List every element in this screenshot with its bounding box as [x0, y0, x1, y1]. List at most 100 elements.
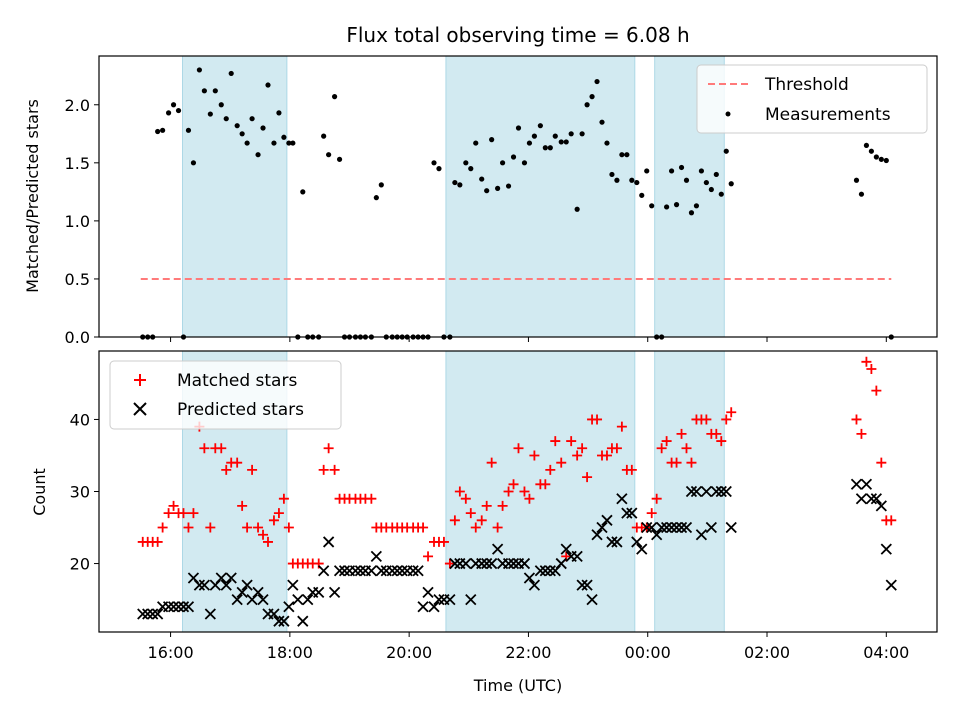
matched-star-point	[476, 515, 487, 526]
measurement-points	[140, 67, 894, 340]
measurement-point	[378, 182, 384, 188]
measurement-point	[170, 102, 177, 108]
predicted-star-point	[611, 536, 623, 548]
matched-star-point	[524, 493, 535, 504]
measurements-legend-swatch	[725, 111, 731, 117]
matched-star-point	[470, 522, 481, 533]
measurement-point	[489, 137, 495, 143]
measurement-point	[326, 152, 332, 158]
matched-star-point	[671, 457, 682, 468]
matched-star-point	[508, 479, 519, 490]
measurement-point	[223, 116, 229, 122]
matched-star-point	[454, 486, 465, 497]
x-tick-label: 20:00	[386, 643, 432, 662]
matched-star-point	[566, 436, 577, 447]
predicted-star-point	[880, 543, 892, 555]
bottom-legend: Matched stars Predicted stars	[109, 360, 342, 430]
predicted-star-point	[631, 536, 643, 548]
predicted-star-point	[287, 579, 299, 591]
matched-star-point	[529, 450, 540, 461]
measurement-point	[271, 140, 277, 146]
matched-star-point	[418, 522, 429, 533]
matched-star-point	[329, 464, 340, 475]
measurement-point	[873, 154, 879, 160]
predicted-star-point	[705, 521, 717, 534]
predicted-star-point	[407, 565, 419, 577]
predicted-star-point	[444, 593, 456, 606]
predicted-star-point	[278, 615, 290, 627]
matched-star-point	[550, 436, 561, 447]
measurement-point	[693, 203, 700, 209]
matched-star-point	[449, 515, 460, 526]
measurement-point	[858, 191, 865, 197]
measurement-point	[484, 188, 490, 194]
predicted-star-point	[675, 521, 688, 534]
measurement-point	[624, 152, 630, 158]
matched-star-point	[601, 450, 612, 461]
measurement-point	[718, 191, 724, 197]
matched-star-point	[247, 464, 258, 475]
measurement-point	[260, 125, 266, 131]
matched-star-point	[481, 500, 492, 511]
predicted-star-point	[328, 586, 341, 599]
top-y-ticks: 0.0 0.5 1.0 1.5 2.0	[65, 96, 99, 347]
measurement-point	[708, 186, 714, 193]
predicted-star-point	[539, 565, 551, 577]
matched-star-point	[711, 428, 722, 439]
predicted-star-point	[486, 557, 498, 570]
x-tick-label: 22:00	[505, 643, 551, 662]
predicted-star-point	[252, 586, 264, 599]
measurement-point	[249, 116, 255, 122]
measurement-point	[673, 202, 680, 208]
predicted-star-point	[354, 565, 367, 577]
measurement-point	[668, 168, 675, 174]
measurement-point	[160, 127, 166, 133]
matched-star-point	[152, 536, 163, 547]
predicted-star-point	[396, 565, 408, 577]
measurement-point	[878, 156, 884, 162]
predicted-star-point	[231, 593, 243, 606]
x-axis-label: Time (UTC)	[473, 676, 562, 695]
top-legend: Threshold Measurements	[696, 64, 928, 134]
matched-star-point	[886, 515, 897, 526]
matched-star-point	[876, 457, 887, 468]
matched-star-point	[519, 486, 530, 497]
measurement-point	[599, 119, 605, 125]
predicted-star-point	[576, 579, 588, 591]
measurement-point	[212, 88, 218, 94]
matched-star-point	[503, 486, 514, 497]
matched-star-point	[851, 414, 862, 425]
predicted-star-point	[660, 521, 673, 534]
predicted-star-point	[273, 615, 285, 627]
predicted-star-point	[596, 521, 608, 534]
matched-stars-points	[137, 356, 897, 569]
matched-star-point	[253, 522, 264, 533]
matched-star-point	[438, 536, 449, 547]
x-tick-label: 16:00	[148, 643, 194, 662]
measurement-point	[515, 125, 522, 131]
measurement-point	[468, 166, 474, 172]
predicted-star-point	[215, 572, 227, 584]
predicted-star-point	[349, 565, 362, 577]
measurement-point	[228, 70, 234, 77]
measurement-point	[619, 152, 625, 158]
predicted-star-point	[586, 593, 598, 606]
predicted-star-point	[268, 608, 280, 620]
matched-star-point	[497, 500, 508, 511]
measurement-point	[526, 140, 533, 146]
predicted-star-point	[651, 529, 663, 541]
matched-star-point	[283, 522, 294, 533]
x-tick-label: 00:00	[625, 643, 671, 662]
matched-star-point	[178, 508, 189, 519]
predicted-star-point	[710, 485, 722, 498]
measurement-point	[239, 131, 245, 137]
predicted-star-point	[313, 586, 325, 599]
x-tick-label: 04:00	[863, 643, 909, 662]
predicted-star-point	[177, 601, 190, 613]
predicted-star-point	[720, 485, 732, 498]
y-tick-label: 40	[70, 410, 90, 429]
matched-star-point	[318, 464, 329, 475]
measurement-point	[521, 160, 528, 166]
matched-star-point	[556, 457, 567, 468]
predicted-star-point	[555, 557, 567, 570]
